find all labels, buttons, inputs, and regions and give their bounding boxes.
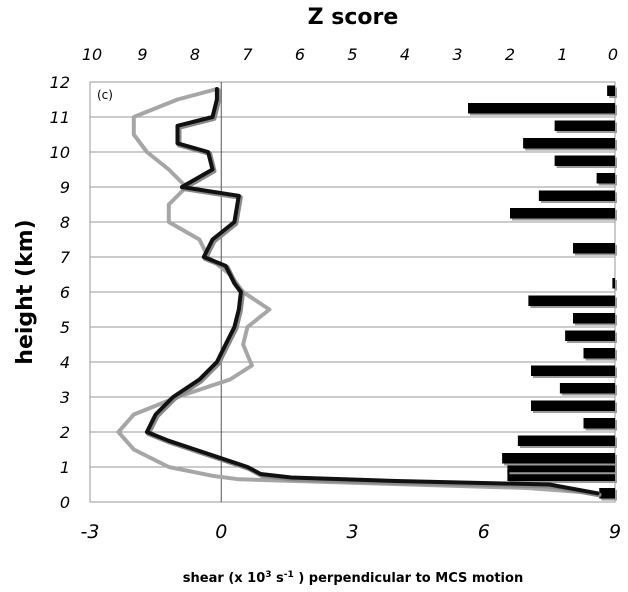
height-tick-label: 9 [60, 178, 70, 197]
z-bar [468, 103, 615, 114]
z-bar [510, 208, 615, 219]
z-bar [538, 190, 615, 201]
z-bar [528, 295, 615, 306]
panel-label: (c) [97, 88, 113, 102]
height-tick-label: 11 [50, 108, 70, 127]
z-bar [517, 435, 615, 446]
height-tick-label: 2 [60, 423, 70, 442]
z-score-axis-title: Z score [308, 5, 399, 30]
shear-tick-label: 0 [215, 521, 227, 543]
z-score-tick-label: 2 [505, 45, 515, 64]
z-score-tick-label: 1 [557, 45, 567, 64]
z-bar [599, 488, 615, 499]
shear-axis-title-superscript: 3 [265, 570, 271, 580]
shear-axis-title-part: s [272, 571, 285, 586]
z-score-tick-label: 9 [137, 45, 147, 64]
series-line-black [144, 87, 600, 496]
shear-tick-labels: -3 0 3 6 9 [81, 521, 622, 543]
shear-tick-label: -3 [81, 521, 100, 543]
z-bar [583, 418, 615, 429]
height-tick-label: 5 [60, 318, 70, 337]
height-tick-label: 12 [50, 73, 70, 92]
z-bar [583, 348, 615, 359]
height-tick-label: 6 [60, 283, 70, 302]
shear-axis-title: shear (x 103 s-1 ) perpendicular to MCS … [183, 570, 523, 586]
z-bar [554, 120, 615, 131]
series-line-gray [116, 87, 600, 496]
z-score-tick-label: 6 [295, 45, 305, 64]
z-bar [502, 453, 615, 464]
z-bar [565, 330, 615, 341]
z-score-tick-label: 8 [190, 45, 200, 64]
z-bar [531, 400, 615, 411]
height-tick-label: 10 [50, 143, 70, 162]
z-score-tick-label: 0 [608, 45, 618, 64]
z-bar [523, 138, 615, 149]
z-bar [554, 155, 615, 166]
height-tick-label: 1 [60, 458, 70, 477]
z-bar [612, 278, 615, 289]
z-score-bars [468, 85, 617, 501]
z-bar [573, 243, 615, 254]
z-bar [607, 85, 615, 96]
z-bar [507, 470, 615, 481]
shear-tick-label: 6 [478, 521, 490, 543]
z-bar [507, 461, 615, 473]
series-line-shadow [145, 88, 602, 498]
z-bar [559, 383, 615, 394]
height-tick-label: 7 [60, 248, 71, 267]
z-bar-shadow [614, 280, 617, 291]
plot-area-frame [89, 81, 616, 503]
z-bar [573, 313, 615, 324]
z-score-tick-label: 4 [400, 45, 410, 64]
shear-axis-title-part: shear (x 10 [183, 571, 265, 586]
z-bar [531, 365, 615, 376]
height-tick-label: 3 [60, 388, 70, 407]
shear-tick-label: 9 [609, 521, 621, 543]
shear-axis-title-superscript: -1 [284, 570, 294, 580]
height-axis-title: height (km) [13, 219, 38, 364]
shear-tick-label: 3 [346, 521, 358, 543]
height-tick-label: 0 [60, 493, 70, 512]
z-score-tick-label: 10 [82, 45, 102, 64]
z-score-tick-label: 5 [347, 45, 357, 64]
shear-series-lines [116, 87, 602, 498]
z-score-tick-label: 7 [242, 45, 253, 64]
height-tick-label: 8 [60, 213, 70, 232]
z-score-tick-label: 3 [452, 45, 462, 64]
shear-axis-title-part: ) perpendicular to MCS motion [294, 571, 523, 586]
height-tick-label: 4 [60, 353, 70, 372]
z-bar [596, 173, 615, 184]
z-score-tick-labels: 10 9 8 7 6 5 4 3 2 1 0 [82, 45, 618, 64]
